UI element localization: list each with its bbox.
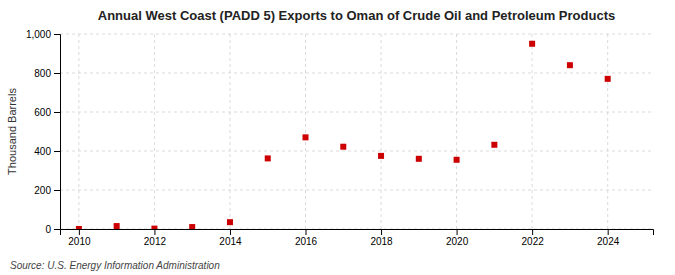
point bbox=[567, 62, 573, 68]
chart: 2010 2012 2014 2016 2018 2020 2022 2024 0 200 400 6… bbox=[0, 0, 675, 275]
point bbox=[529, 41, 535, 47]
grid-line-x bbox=[607, 34, 608, 229]
x-tick: 2014 bbox=[219, 229, 242, 247]
y-tick: 0 bbox=[45, 224, 60, 235]
x-tick: 2018 bbox=[370, 229, 393, 247]
y-tick: 800 bbox=[34, 68, 60, 79]
x-tick: 2020 bbox=[446, 229, 469, 247]
grid-line-x bbox=[78, 34, 79, 229]
y-axis: 0 200 400 600 800 1,000 bbox=[26, 29, 61, 235]
x-tick-label: 2020 bbox=[446, 236, 469, 247]
x-tick: 2016 bbox=[295, 229, 318, 247]
point bbox=[265, 155, 271, 161]
y-tick-mark bbox=[54, 151, 60, 152]
point bbox=[378, 153, 384, 159]
point bbox=[605, 76, 611, 82]
y-axis-line bbox=[54, 35, 61, 230]
x-tick-mark bbox=[230, 229, 231, 235]
x-tick-mark bbox=[532, 229, 533, 235]
point bbox=[76, 226, 82, 229]
grid-line-y bbox=[60, 112, 653, 113]
x-tick: 2012 bbox=[144, 229, 167, 247]
x-tick-label: 2012 bbox=[144, 236, 167, 247]
y-tick-label: 400 bbox=[34, 146, 51, 157]
x-tick: 2010 bbox=[68, 229, 91, 247]
x-tick-label: 2018 bbox=[370, 236, 393, 247]
y-tick-mark bbox=[54, 112, 60, 113]
grid bbox=[60, 34, 653, 229]
y-tick: 1,000 bbox=[26, 29, 60, 40]
x-tick-label: 2016 bbox=[295, 236, 318, 247]
y-tick-label: 1,000 bbox=[26, 29, 51, 40]
x-tick-label: 2024 bbox=[597, 236, 620, 247]
grid-line-y bbox=[60, 190, 653, 191]
x-tick-mark bbox=[608, 229, 609, 235]
point bbox=[416, 156, 422, 162]
x-axis: 2010 2012 2014 2016 2018 2020 2022 2024 bbox=[61, 229, 654, 247]
point bbox=[340, 144, 346, 150]
x-tick-mark bbox=[381, 229, 382, 235]
x-tick-label: 2010 bbox=[68, 236, 91, 247]
point bbox=[491, 142, 497, 148]
plot-area bbox=[76, 41, 611, 229]
x-tick-label: 2022 bbox=[522, 236, 545, 247]
x-tick-mark bbox=[154, 229, 155, 235]
title: Annual West Coast (PADD 5) Exports to Om… bbox=[98, 8, 615, 23]
x-tick: 2024 bbox=[597, 229, 620, 247]
x-tick-mark bbox=[79, 229, 80, 235]
grid-line-x bbox=[456, 34, 457, 229]
grid-line-x bbox=[229, 34, 230, 229]
y-axis-title: Thousand Barrels bbox=[6, 88, 18, 175]
grid-line-x bbox=[154, 34, 155, 229]
point bbox=[114, 223, 120, 229]
grid-line-x bbox=[305, 34, 306, 229]
y-tick-mark bbox=[54, 73, 60, 74]
y-tick: 400 bbox=[34, 146, 60, 157]
point bbox=[303, 134, 309, 140]
x-tick: 2022 bbox=[522, 229, 545, 247]
x-tick-mark bbox=[306, 229, 307, 235]
grid-line-y bbox=[60, 34, 653, 35]
y-tick-mark bbox=[54, 190, 60, 191]
point bbox=[454, 157, 460, 163]
y-tick-label: 800 bbox=[34, 68, 51, 79]
y-tick-label: 0 bbox=[45, 224, 51, 235]
y-tick-label: 600 bbox=[34, 107, 51, 118]
source-note: Source: U.S. Energy Information Administ… bbox=[10, 260, 220, 271]
grid-line-y bbox=[60, 151, 653, 152]
x-tick-label: 2014 bbox=[219, 236, 242, 247]
grid-line-x bbox=[532, 34, 533, 229]
y-tick: 600 bbox=[34, 107, 60, 118]
point bbox=[227, 219, 233, 225]
y-tick: 200 bbox=[34, 185, 60, 196]
grid-line-y bbox=[60, 73, 653, 74]
y-tick-label: 200 bbox=[34, 185, 51, 196]
y-tick-mark bbox=[54, 229, 60, 230]
x-tick-mark bbox=[457, 229, 458, 235]
x-axis-line bbox=[61, 230, 654, 236]
point bbox=[151, 226, 157, 229]
grid-line-x bbox=[381, 34, 382, 229]
point bbox=[189, 224, 195, 229]
y-tick-mark bbox=[54, 34, 60, 35]
